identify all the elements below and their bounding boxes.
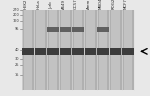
Bar [122,48,134,55]
Bar [122,10,134,90]
Bar [111,10,120,90]
Bar [97,27,109,32]
Bar [72,48,84,55]
Text: MBO4: MBO4 [99,0,103,9]
Bar [110,48,121,55]
Bar [60,48,71,55]
Text: ROG2: ROG2 [111,0,116,9]
Bar [47,48,59,55]
Bar [22,10,34,90]
Text: 40: 40 [15,48,20,52]
Bar [47,27,59,32]
Text: 15: 15 [15,73,20,77]
Text: 95: 95 [15,27,20,31]
Bar [72,10,84,90]
Text: HeLa: HeLa [36,0,40,9]
Text: 200: 200 [13,13,20,17]
Bar [124,10,132,90]
Bar [97,10,109,90]
Bar [36,10,45,90]
Text: 160: 160 [13,19,20,23]
Bar [74,10,82,90]
Bar [22,48,34,55]
Bar [34,10,47,90]
Text: 30: 30 [15,57,20,61]
Text: OC57: OC57 [74,0,78,9]
Text: Jurb: Jurb [49,1,53,9]
Text: 270: 270 [13,8,20,12]
Text: HEK2: HEK2 [24,0,28,9]
Text: MCF7: MCF7 [124,0,128,9]
Bar [47,10,59,90]
Bar [99,10,107,90]
Bar [72,27,84,32]
Bar [109,10,122,90]
Bar [85,48,96,55]
Bar [84,10,97,90]
Bar [49,10,57,90]
Bar [61,10,70,90]
Bar [24,10,32,90]
Bar [60,27,71,32]
Bar [59,10,72,90]
Text: Amm: Amm [87,0,90,9]
Bar [86,10,94,90]
Bar [35,48,46,55]
Text: A549: A549 [61,0,66,9]
Bar [97,48,109,55]
Text: 25: 25 [15,63,20,67]
